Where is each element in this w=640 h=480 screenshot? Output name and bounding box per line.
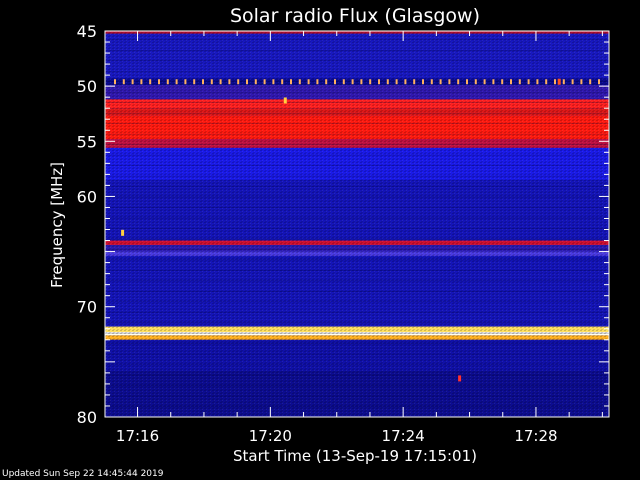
marker-dot xyxy=(307,79,310,85)
marker-dot xyxy=(378,79,380,85)
marker-dot xyxy=(545,79,548,85)
y-tick-label: 70 xyxy=(77,298,97,317)
marker-dot xyxy=(140,79,143,85)
marker-dot xyxy=(571,79,574,85)
marker-dot xyxy=(518,79,521,85)
marker-dot xyxy=(430,79,433,85)
marker-dot xyxy=(228,79,231,85)
marker-dot xyxy=(369,79,372,85)
marker-dot xyxy=(413,79,416,85)
marker-dot xyxy=(334,79,336,85)
marker-dot xyxy=(263,79,266,85)
marker-dot xyxy=(483,79,486,85)
marker-dot xyxy=(237,79,240,85)
y-tick-label: 50 xyxy=(77,77,97,96)
marker-dot xyxy=(448,79,451,85)
marker-dot xyxy=(316,79,319,85)
marker-dot xyxy=(510,79,512,85)
marker-dot xyxy=(122,79,125,85)
marker-dot xyxy=(466,79,468,85)
marker-dot xyxy=(193,79,196,85)
plot-area xyxy=(104,30,610,418)
marker-dot xyxy=(219,79,222,85)
chart-title: Solar radio Flux (Glasgow) xyxy=(230,5,480,27)
marker-dot xyxy=(386,79,389,85)
x-tick-label: 17:16 xyxy=(116,427,159,445)
marker-dot xyxy=(298,79,301,85)
x-tick-label: 17:24 xyxy=(382,427,425,445)
marker-dot xyxy=(114,79,116,85)
marker-dot xyxy=(395,79,398,85)
burst-spot xyxy=(121,229,125,236)
marker-dot xyxy=(272,79,275,85)
marker-dot xyxy=(290,79,292,85)
marker-dot xyxy=(562,79,565,85)
marker-dot xyxy=(580,79,583,85)
marker-dot xyxy=(166,79,169,85)
burst-spot xyxy=(458,375,462,382)
x-axis-label: Start Time (13-Sep-19 17:15:01) xyxy=(233,447,477,465)
y-axis-label: Frequency [MHz] xyxy=(48,162,66,288)
y-axis: 45 50 55 60 70 80 xyxy=(77,22,609,427)
burst-spot xyxy=(557,78,561,85)
marker-dot xyxy=(342,79,345,85)
marker-dot xyxy=(325,79,328,85)
plot-frame xyxy=(104,30,610,418)
marker-dot xyxy=(589,79,592,85)
marker-dot xyxy=(131,79,134,85)
marker-dot xyxy=(149,79,152,85)
marker-dot xyxy=(501,79,504,85)
marker-dot xyxy=(281,79,284,85)
x-tick-label: 17:20 xyxy=(249,427,292,445)
x-axis: 17:16 17:20 17:24 17:28 xyxy=(116,31,603,445)
marker-dot xyxy=(175,79,178,85)
marker-dot xyxy=(536,79,539,85)
y-tick-label: 60 xyxy=(77,187,97,206)
marker-dot xyxy=(351,79,354,85)
marker-dot xyxy=(527,79,530,85)
marker-dot xyxy=(554,79,556,85)
marker-dot xyxy=(210,79,213,85)
x-tick-label: 17:28 xyxy=(514,427,557,445)
marker-dot xyxy=(492,79,495,85)
marker-dot xyxy=(246,79,248,85)
y-tick-label: 55 xyxy=(77,132,97,151)
marker-dot xyxy=(202,79,204,85)
marker-dot xyxy=(404,79,407,85)
noise-texture xyxy=(105,31,609,417)
marker-dot xyxy=(474,79,477,85)
marker-dot xyxy=(254,79,257,85)
marker-dot xyxy=(158,79,160,85)
burst-spot xyxy=(283,97,287,104)
marker-dot xyxy=(457,79,460,85)
marker-dot xyxy=(439,79,442,85)
marker-dot xyxy=(422,79,424,85)
marker-dot xyxy=(184,79,187,85)
marker-dot xyxy=(360,79,363,85)
marker-dot xyxy=(598,79,600,85)
updated-timestamp: Updated Sun Sep 22 14:45:44 2019 xyxy=(2,469,164,479)
y-tick-label: 80 xyxy=(77,408,97,427)
y-tick-label: 45 xyxy=(77,22,97,41)
